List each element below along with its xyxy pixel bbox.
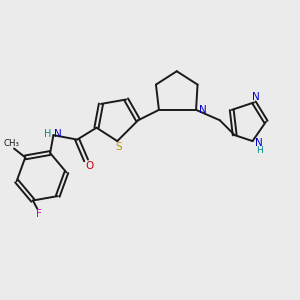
Text: H: H	[44, 129, 51, 139]
Text: N: N	[252, 92, 260, 101]
Text: CH₃: CH₃	[4, 139, 20, 148]
Text: N: N	[255, 138, 263, 148]
Text: H: H	[256, 146, 262, 155]
Text: S: S	[116, 142, 122, 152]
Text: O: O	[85, 161, 93, 171]
Text: N: N	[199, 105, 206, 115]
Text: N: N	[54, 129, 62, 139]
Text: F: F	[36, 209, 42, 219]
